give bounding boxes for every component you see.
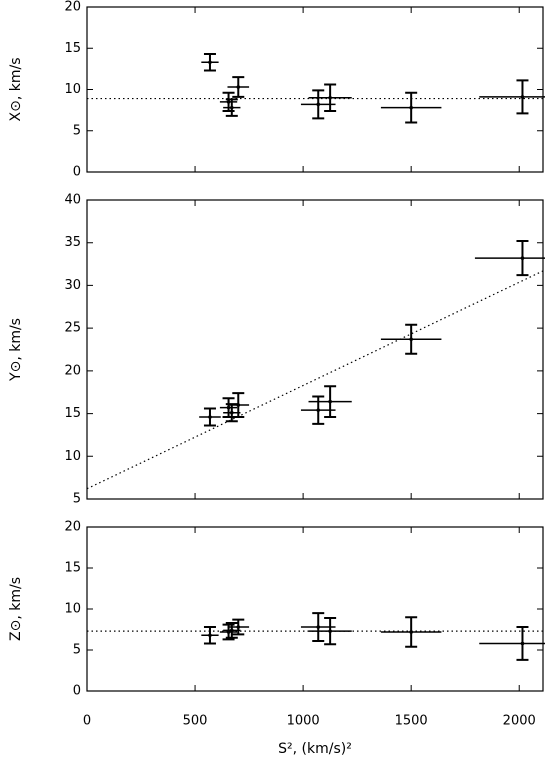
y-axis-title: Y⊙, km/s — [8, 318, 24, 382]
y-axis-title: Z⊙, km/s — [8, 577, 24, 641]
y-tick-label: 35 — [64, 235, 81, 250]
point — [208, 60, 212, 65]
y-tick-label: 20 — [64, 363, 81, 378]
x-tick-label: 1000 — [287, 714, 320, 729]
x-tick-label: 2000 — [503, 714, 536, 729]
y-tick-label: 15 — [64, 561, 81, 576]
y-tick-label: 20 — [64, 0, 81, 15]
point — [520, 256, 525, 260]
point — [236, 403, 241, 407]
y-tick-label: 20 — [64, 520, 81, 535]
point — [226, 405, 231, 410]
fit-line — [86, 270, 544, 490]
point — [409, 105, 413, 110]
x-tick-label: 500 — [183, 714, 208, 729]
point — [409, 630, 413, 634]
point — [409, 337, 413, 342]
point — [236, 625, 241, 629]
x-tick-label: 1500 — [395, 714, 428, 729]
y-tick-label: 25 — [64, 321, 81, 336]
x-tick-label: 0 — [83, 714, 91, 729]
point — [316, 625, 321, 629]
point — [229, 628, 234, 633]
x-axis-title: S², (km/s)² — [278, 741, 352, 757]
point — [229, 105, 234, 110]
plot-frame — [86, 199, 544, 500]
y-tick-label: 15 — [64, 406, 81, 421]
point — [328, 399, 332, 404]
y-tick-label: 5 — [73, 492, 81, 507]
y-tick-label: 10 — [64, 82, 81, 97]
point — [520, 641, 525, 646]
point — [328, 629, 332, 633]
y-tick-label: 15 — [64, 41, 81, 56]
y-tick-label: 10 — [64, 449, 81, 464]
point — [208, 633, 212, 638]
y-tick-label: 5 — [73, 643, 81, 658]
y-tick-label: 10 — [64, 602, 81, 617]
y-tick-label: 5 — [73, 123, 81, 138]
point — [208, 415, 212, 419]
point — [316, 408, 321, 412]
point — [226, 100, 231, 104]
point — [316, 102, 321, 107]
plot-frame — [86, 526, 544, 692]
y-axis-title: X⊙, km/s — [8, 58, 24, 122]
y-tick-label: 40 — [64, 193, 81, 208]
point — [328, 95, 332, 100]
y-tick-label: 30 — [64, 278, 81, 293]
point — [236, 85, 241, 89]
y-tick-label: 0 — [73, 165, 81, 180]
point — [520, 95, 525, 99]
point — [229, 410, 234, 415]
y-tick-label: 0 — [73, 684, 81, 699]
